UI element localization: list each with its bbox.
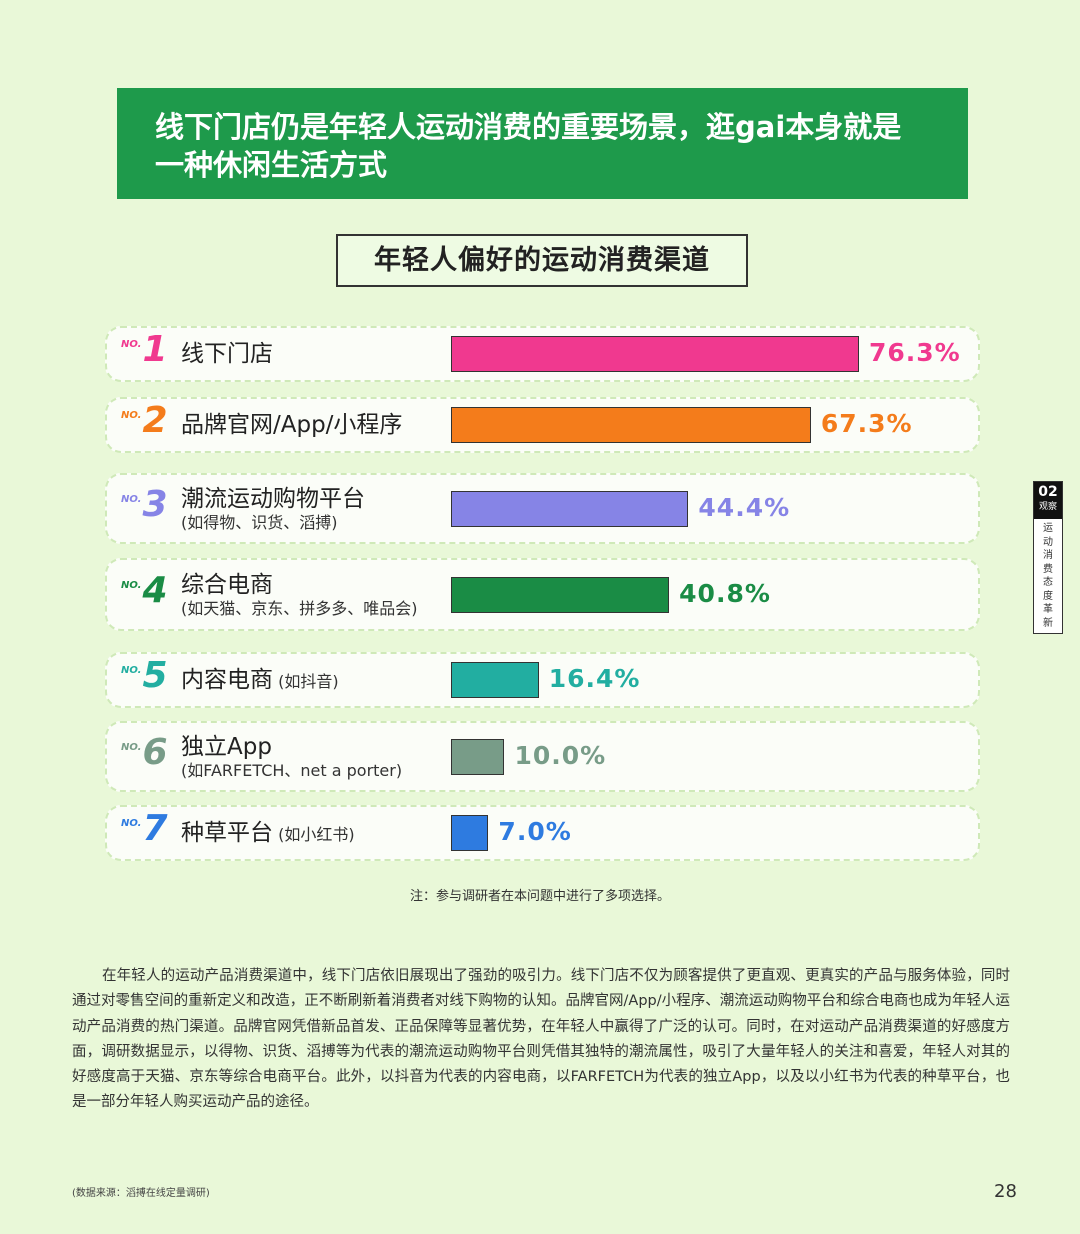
rank-badge: NO. 3 [121,483,168,525]
bar [451,738,505,775]
channel-name: 品牌官网/App/小程序 [181,412,403,438]
channel-example: (如抖音) [273,672,339,691]
channel-row: NO. 1 线下门店 76.3% [105,326,980,382]
channel-row: NO. 4 综合电商 (如天猫、京东、拼多多、唯品会) 40.8% [105,558,980,631]
chart-title: 年轻人偏好的运动消费渠道 [336,234,748,287]
channel-name: 内容电商 [181,667,273,693]
rank-number: 2 [142,400,168,441]
headline-banner: 线下门店仍是年轻人运动消费的重要场景，逛gai本身就是一种休闲生活方式 [117,88,968,199]
rank-badge: NO. 1 [121,332,168,368]
value-label: 67.3% [820,409,913,438]
channel-example: (如FARFETCH、net a porter) [181,760,403,780]
rank-number: 1 [142,329,168,370]
value-label: 10.0% [514,740,607,770]
rank-badge: NO. 5 [121,658,168,694]
value-label: 16.4% [548,664,641,693]
rank-number: 6 [142,731,168,773]
headline-text: 线下门店仍是年轻人运动消费的重要场景，逛gai本身就是一种休闲生活方式 [155,110,902,182]
section-title-char: 新 [1043,617,1053,629]
channel-name: 潮流运动购物平台 [181,485,365,512]
value-label: 44.4% [698,492,791,522]
chart-note: 注：参与调研者在本问题中进行了多项选择。 [409,889,670,904]
channel-label: 综合电商 (如天猫、京东、拼多多、唯品会) [181,571,418,619]
channel-name: 综合电商 [181,571,273,598]
channel-row: NO. 3 潮流运动购物平台 (如得物、识货、滔搏) 44.4% [105,473,980,544]
channel-label: 独立App (如FARFETCH、net a porter) [181,733,402,781]
value-label: 7.0% [498,817,572,846]
rank-number: 3 [142,483,168,525]
rank-badge: NO. 4 [121,569,168,611]
bar [451,490,689,527]
rank-prefix: NO. [121,493,142,505]
section-title-char: 运 [1043,523,1053,534]
value-label: 76.3% [869,338,961,367]
channel-row: NO. 5 内容电商 (如抖音) 16.4% [105,652,980,708]
rank-prefix: NO. [121,339,142,350]
bar [451,576,670,613]
body-paragraph: 在年轻人的运动产品消费渠道中，线下门店依旧展现出了强劲的吸引力。线下门店不仅为顾… [72,968,1010,1111]
channel-name: 种草平台 [181,820,273,846]
value-label: 40.8% [679,578,771,608]
channel-label: 潮流运动购物平台 (如得物、识货、滔搏) [181,485,365,533]
channel-name: 独立App [181,733,272,760]
section-title-char: 费 [1043,563,1053,575]
data-source: (数据来源：滔搏在线定量调研) [72,1188,210,1199]
rank-number: 5 [142,655,168,696]
rank-prefix: NO. [121,665,142,676]
section-title-char: 动 [1043,536,1053,548]
bar [451,815,489,851]
rank-badge: NO. 6 [121,731,168,773]
section-title-char: 态 [1043,577,1053,588]
page-number: 28 [994,1181,1017,1202]
rank-number: 4 [142,569,168,611]
channel-example: (如得物、识货、滔搏) [181,512,338,532]
channel-example: (如小红书) [273,825,355,844]
section-side-tab[interactable]: 02 观察 运动消费态度革新 [1033,481,1063,634]
rank-prefix: NO. [121,579,142,591]
channel-label: 线下门店 [181,340,273,368]
section-label: 观察 [1038,502,1057,512]
rank-number: 7 [142,808,168,849]
channel-row: NO. 7 种草平台 (如小红书) 7.0% [105,805,980,861]
channel-name: 线下门店 [181,341,273,367]
section-title: 运动消费态度革新 [1034,519,1062,630]
rank-badge: NO. 2 [121,403,168,439]
rank-prefix: NO. [121,741,142,753]
channel-label: 品牌官网/App/小程序 [181,411,402,439]
section-title-char: 度 [1043,590,1053,602]
section-number-block: 02 观察 [1034,482,1062,519]
rank-badge: NO. 7 [121,811,168,847]
section-number: 02 [1038,484,1058,500]
channel-label: 种草平台 (如小红书) [181,819,355,849]
rank-prefix: NO. [121,818,142,829]
section-title-char: 革 [1043,604,1053,615]
section-title-char: 消 [1043,550,1053,561]
bar [451,662,539,698]
bar [451,336,859,372]
channel-label: 内容电商 (如抖音) [181,666,339,696]
bar [451,407,811,443]
channel-row: NO. 2 品牌官网/App/小程序 67.3% [105,397,980,453]
rank-prefix: NO. [121,410,142,421]
channel-row: NO. 6 独立App (如FARFETCH、net a porter) 10.0% [105,721,980,792]
channel-example: (如天猫、京东、拼多多、唯品会) [181,598,418,618]
